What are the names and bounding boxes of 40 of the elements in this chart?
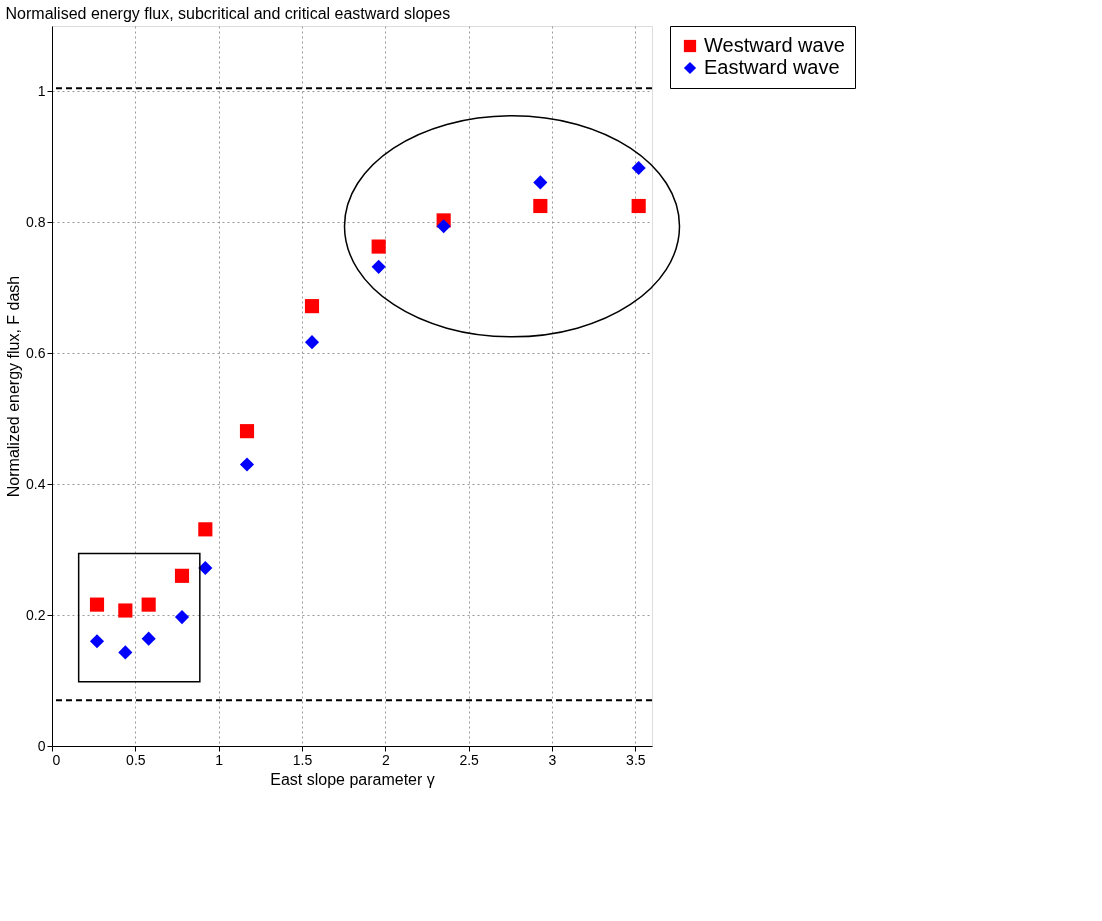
y-axis-title: Normalized energy flux, F dash [5,275,23,498]
y-tick-label: 0.2 [26,606,46,623]
x-axis-title: East slope parameter γ [270,770,435,788]
point [118,603,133,618]
point [174,568,190,583]
point [239,457,255,472]
point [239,424,255,439]
point [141,631,156,646]
point [304,335,320,350]
point [89,634,105,649]
point [118,645,133,660]
point [436,219,451,234]
y-tick-label: 1 [37,82,46,99]
point [533,175,548,190]
point [371,239,386,254]
point [141,597,156,612]
x-tick-label: 1.5 [292,751,313,768]
x-tick-label: 2 [381,751,390,768]
legend-label: Eastward wave [704,56,840,78]
y-tick-label: 0.6 [26,344,46,361]
point [631,160,646,176]
x-tick-label: 0 [52,751,61,768]
x-tick-label: 2.5 [459,751,480,768]
point [371,259,386,274]
point [533,198,548,214]
point [198,522,213,537]
y-tick-label: 0.8 [26,213,46,230]
point [174,609,190,625]
point [198,560,213,576]
legend-label: Westward wave [704,34,845,56]
point [89,597,105,612]
x-tick-label: 1 [215,751,224,768]
chart-title: Normalised energy flux, subcritical and critical eastward slopes [5,4,451,22]
y-tick-label: 0.4 [26,475,46,492]
y-tick-label: 0 [37,737,46,754]
point [304,299,320,314]
x-tick-label: 3.5 [626,751,646,768]
x-tick-label: 0.5 [126,751,146,768]
x-tick-label: 3 [548,751,557,768]
point [631,198,646,214]
